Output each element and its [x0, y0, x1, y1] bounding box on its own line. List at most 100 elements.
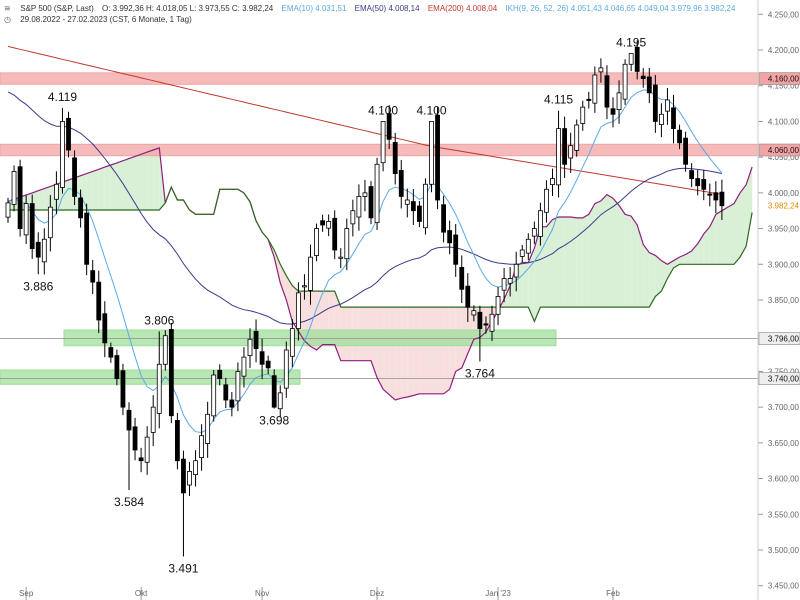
candle-body — [471, 310, 477, 316]
y-tick-label: 3.550,00 — [768, 510, 800, 519]
candle-body — [217, 369, 223, 379]
legend-ema200: EMA(200) 4.008,04 — [427, 4, 498, 13]
price-annotation: 4.195 — [616, 36, 646, 50]
candle-body — [84, 212, 90, 265]
candle-body — [302, 285, 307, 288]
y-tick-label: 3.750,00 — [768, 367, 800, 376]
candle-body — [671, 107, 676, 129]
senkou-span-b-line — [8, 185, 753, 323]
candle-body — [562, 128, 567, 165]
candle-body — [193, 460, 198, 475]
candle-body — [174, 420, 180, 462]
price-annotation: 3.491 — [168, 561, 198, 575]
y-tick-label: 3.650,00 — [768, 439, 800, 448]
cloud-segment — [98, 167, 105, 210]
candle-body — [398, 170, 404, 197]
cloud-segment — [570, 216, 577, 308]
price-annotation: 3.806 — [144, 313, 174, 327]
price-zones — [0, 72, 759, 385]
y-tick-label: 4.250,00 — [768, 10, 800, 19]
cloud-segment — [449, 307, 456, 390]
candle-body — [507, 278, 513, 284]
candle-body — [17, 166, 23, 229]
candle-body — [259, 351, 265, 365]
candle-body — [211, 374, 217, 417]
cloud-segment — [153, 147, 160, 210]
cloud-segment — [413, 307, 420, 396]
last-price-tag: 3.982,24 — [768, 202, 800, 211]
candle-body — [719, 191, 725, 207]
candle-body — [102, 313, 108, 344]
candle-body — [72, 157, 77, 197]
candle-body — [489, 313, 495, 332]
cloud-segment — [44, 186, 51, 210]
candle-body — [253, 331, 259, 349]
cloud-segment — [715, 210, 722, 265]
cloud-segment — [38, 188, 45, 210]
cloud-segment — [613, 198, 620, 308]
candle-body — [447, 230, 453, 244]
ema10-line — [7, 89, 723, 434]
legend-ema10: EMA(10) 4.031,51 — [281, 4, 347, 13]
candle-body — [459, 267, 465, 290]
candle-body — [598, 67, 604, 73]
zone-support — [0, 369, 301, 385]
candle-body — [416, 205, 422, 222]
candle-body — [665, 99, 670, 112]
candle-body — [429, 121, 434, 185]
candle-body — [35, 241, 41, 258]
candle-body — [435, 114, 440, 201]
candle-body — [320, 220, 326, 226]
candle-body — [11, 171, 17, 205]
candle-body — [689, 170, 695, 179]
cloud-segment — [746, 166, 753, 247]
candle-body — [362, 192, 368, 197]
cloud-segment — [600, 194, 607, 308]
time-axis: Sep Okt Nov Dez Jan '23 Feb — [19, 587, 620, 600]
candle-body — [181, 458, 186, 494]
cloud-segment — [546, 219, 553, 308]
legend-range: 29.08.2022 - 27.02.2023 (CST, 6 Monate, … — [20, 15, 192, 24]
cloud-segment — [443, 307, 450, 394]
candle-body — [441, 204, 447, 233]
clock-icon: ◷ — [4, 15, 11, 24]
candle-body — [550, 178, 555, 185]
candle-body — [78, 197, 83, 219]
price-annotation: 3.584 — [114, 495, 144, 509]
candle-body — [277, 392, 283, 410]
candle-body — [314, 228, 319, 256]
price-annotation: 3.698 — [259, 414, 289, 428]
candle-body — [616, 92, 622, 110]
candle-body — [544, 188, 549, 213]
price-annotation: 4.119 — [48, 90, 77, 104]
price-axis: 4.250,00 4.200,00 4.150,00 4.100,00 4.050,00… — [757, 0, 800, 600]
cloud-segment — [655, 255, 662, 297]
candle-body — [707, 193, 713, 196]
cloud-segment — [727, 203, 734, 265]
cloud-segment — [673, 257, 680, 268]
zone-support — [63, 329, 557, 347]
y-tick-label: 3.950,00 — [768, 225, 800, 234]
candle-body — [501, 278, 507, 291]
candle-body — [659, 113, 664, 125]
candle-body — [586, 98, 592, 101]
candle-body — [295, 292, 301, 329]
price-tag-box — [758, 143, 800, 157]
cloud-segment — [643, 244, 650, 308]
zone-resistance — [0, 143, 759, 157]
candle-body — [247, 338, 253, 356]
candle-body — [652, 84, 658, 122]
candle-body — [23, 203, 29, 236]
price-tag-label: 4.060,00 — [768, 146, 800, 155]
cloud-segment — [582, 214, 589, 308]
candle-body — [66, 117, 71, 151]
cloud-segment — [740, 184, 747, 258]
cloud-segment — [86, 171, 93, 210]
candle-body — [368, 186, 374, 219]
candle-body — [646, 76, 652, 94]
cloud-segment — [419, 307, 426, 394]
y-tick-label: 3.900,00 — [768, 260, 800, 269]
candle-body — [5, 202, 11, 218]
candle-body — [289, 328, 295, 357]
